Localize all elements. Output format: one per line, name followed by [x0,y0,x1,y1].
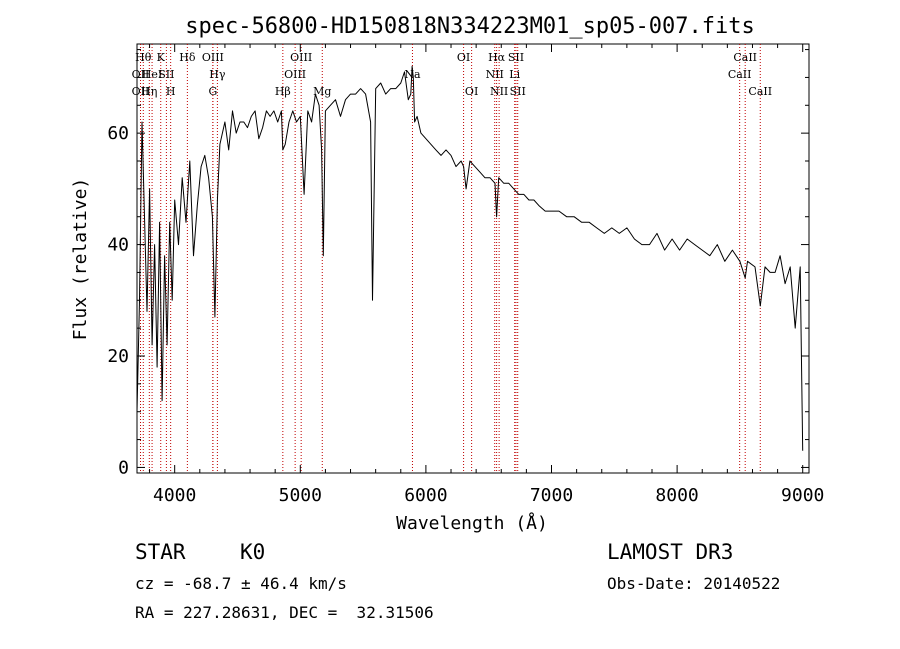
line-marker-label: OI [465,85,478,98]
x-tick-label: 5000 [279,485,322,506]
x-tick-label: 4000 [153,485,196,506]
survey-name: LAMOST DR3 [607,540,734,564]
object-subclass: K0 [240,540,266,564]
line-marker-label: NII [486,68,504,81]
line-marker-label: Mg [313,85,331,98]
line-marker-label: SII [158,68,174,81]
line-marker-label: Hδ [179,51,196,64]
line-marker-label: OIII [284,68,306,81]
x-tick-label: 8000 [655,485,698,506]
line-marker-label: SII [510,85,526,98]
line-marker-label: CaII [728,68,752,81]
line-marker-label: Hβ [275,85,291,98]
chart-title: spec-56800-HD150818N334223M01_sp05-007.f… [185,14,755,39]
y-axis-label: Flux (relative) [70,178,91,341]
line-marker-label: CaII [748,85,772,98]
x-tick-label: 9000 [781,485,824,506]
y-tick-label: 20 [107,346,129,367]
line-marker-label: Hα [488,51,506,64]
y-tick-label: 40 [107,235,129,256]
y-axis-ticks: 0 20 40 60 [107,49,809,478]
line-marker-label: OIII [202,51,224,64]
line-marker-label: OI [457,51,470,64]
line-marker-label: H [166,85,176,98]
emission-line-markers [140,44,761,473]
series-line-flux [136,65,804,451]
sky-coordinates: RA = 227.28631, DEC = 32.31506 [135,603,434,622]
x-axis-label: Wavelength (Å) [396,512,548,534]
line-marker-label: G [208,85,217,98]
observation-date: Obs-Date: 20140522 [607,574,781,593]
object-class: STAR [135,540,186,564]
line-marker-label: Hη [141,85,157,98]
line-marker-label: NII [490,85,508,98]
x-tick-label: 6000 [404,485,447,506]
emission-line-labels: OII OII Hθ Hη HeI K SII H Hδ OIII G Hγ Hβ OIII OIII Mg N… [132,51,772,98]
line-marker-label: Li [509,68,520,81]
y-tick-label: 60 [107,123,129,144]
line-marker-label: OII [132,68,150,81]
line-marker-label: K [157,51,166,64]
flux-series [136,65,804,451]
redshift-velocity: cz = -68.7 ± 46.4 km/s [135,574,347,593]
y-tick-label: 0 [118,457,129,478]
x-axis-ticks: 4000 5000 6000 7000 8000 9000 [149,44,824,506]
line-marker-label: OII [132,85,150,98]
line-marker-label: CaII [733,51,757,64]
line-marker-label: Hγ [209,68,226,81]
line-marker-label: SII [508,51,524,64]
plot-frame [136,43,810,474]
x-tick-label: 7000 [530,485,573,506]
line-marker-label: HeI [142,68,162,81]
line-marker-label: Hθ [135,51,152,64]
line-marker-label: OIII [290,51,312,64]
